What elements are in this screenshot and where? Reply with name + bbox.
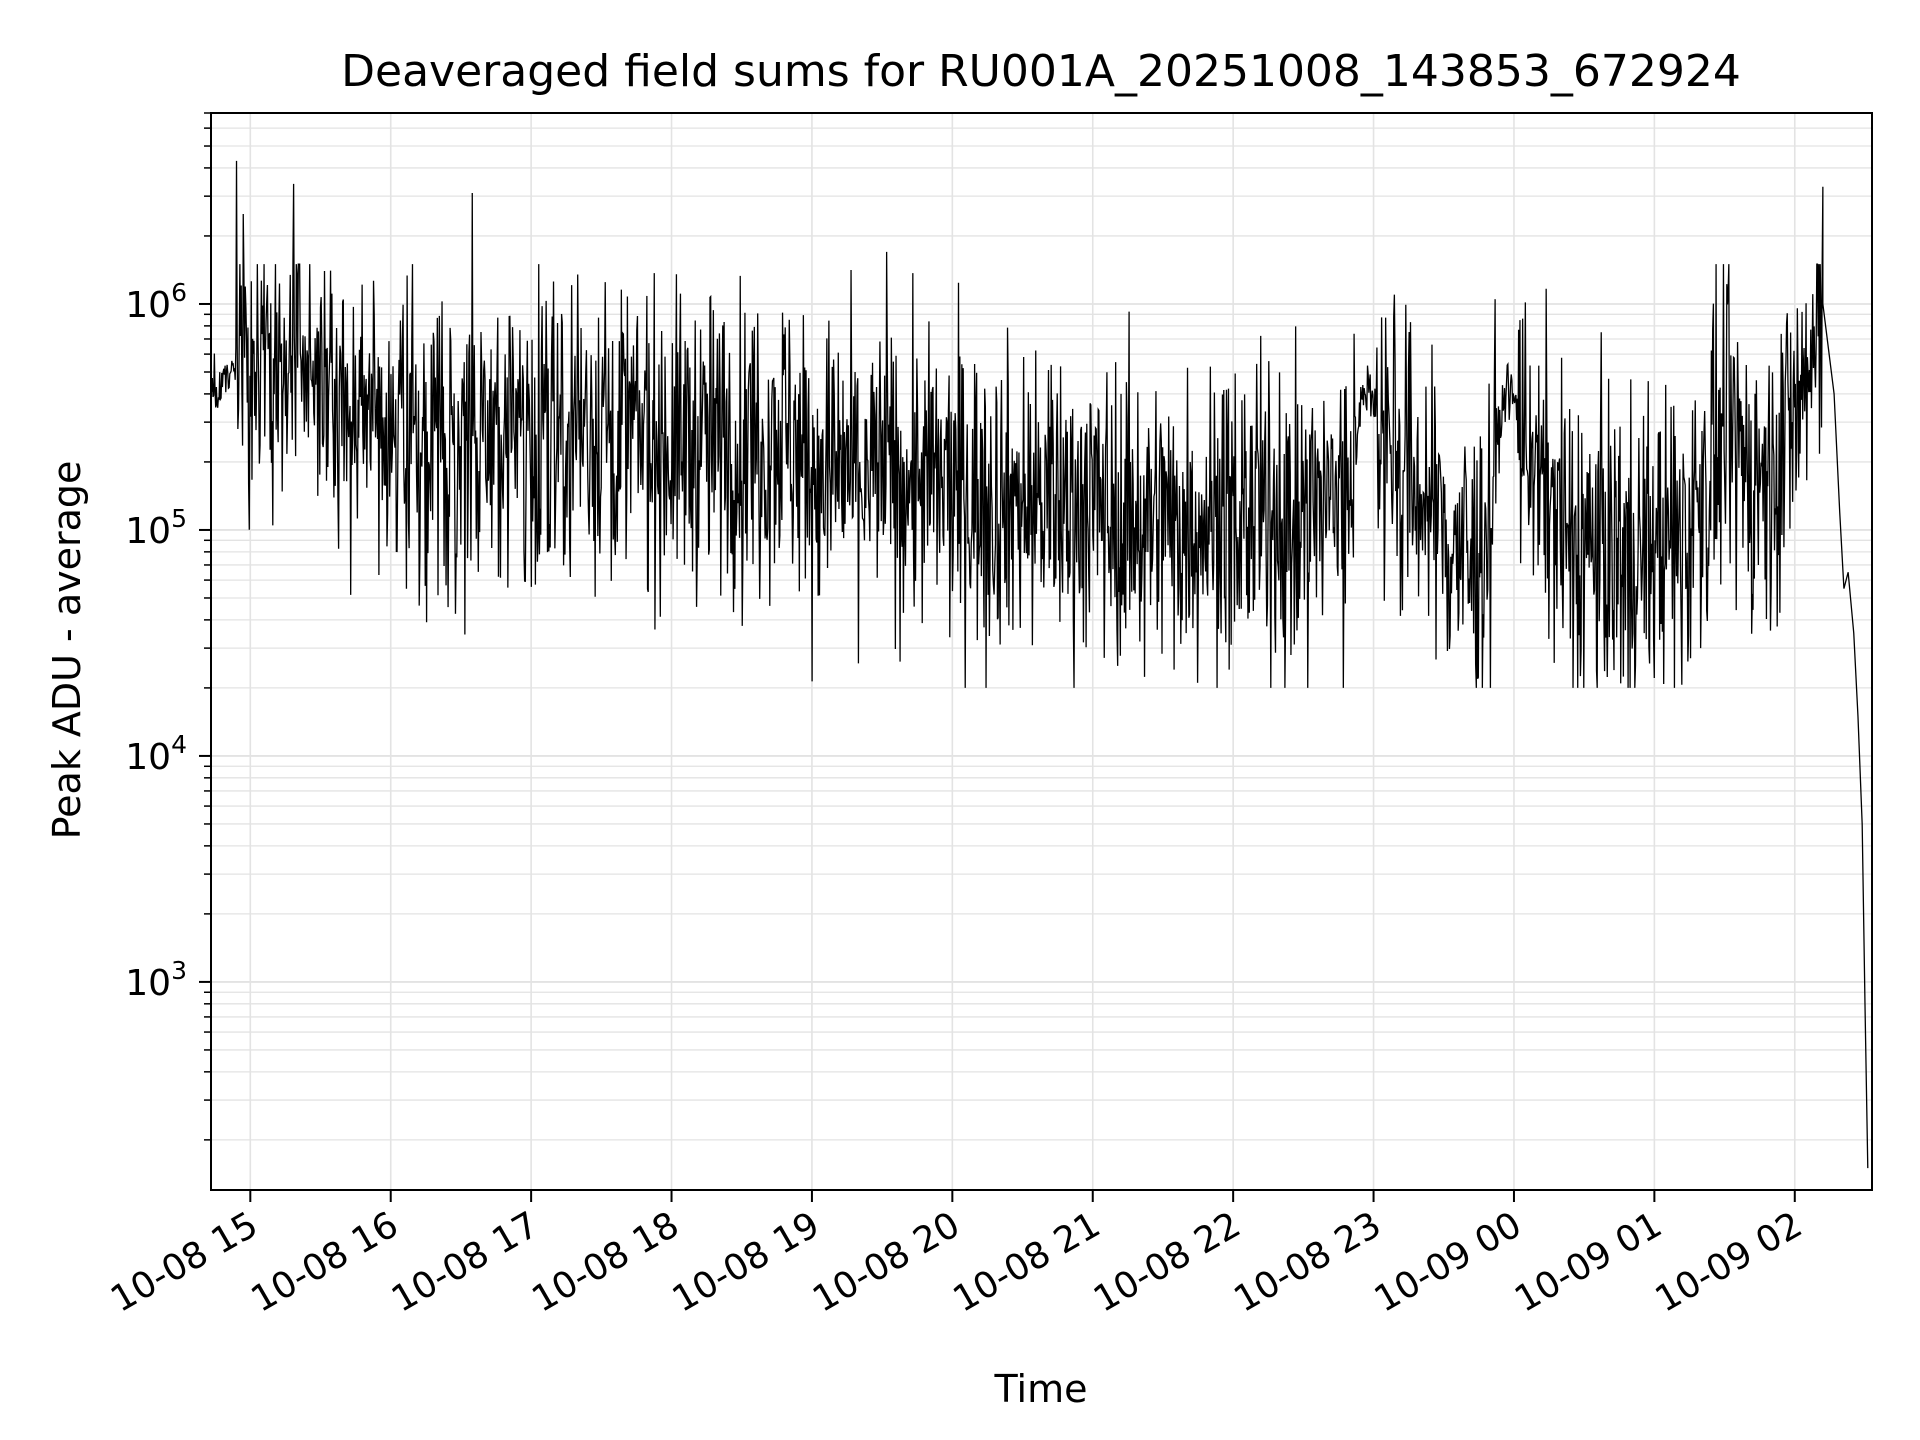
- y-tick-label: 103: [125, 956, 187, 1004]
- y-tick-base: 10: [125, 963, 171, 1004]
- series: [210, 160, 1869, 1169]
- x-axis-label: Time: [994, 1367, 1088, 1411]
- plot-frame: [210, 112, 1873, 1191]
- y-tick-label: 104: [125, 730, 187, 778]
- y-axis-label: Peak ADU - average: [45, 461, 89, 840]
- y-tick-label: 105: [125, 504, 187, 552]
- y-tick-base: 10: [125, 285, 171, 326]
- y-tick-base: 10: [125, 511, 171, 552]
- y-tick-exponent: 3: [171, 956, 187, 985]
- y-tick-exponent: 6: [171, 278, 187, 307]
- chart-title: Deaveraged field sums for RU001A_2025100…: [341, 46, 1741, 97]
- series-line: [210, 160, 1869, 1169]
- y-tick-label: 106: [125, 278, 187, 326]
- y-tick-exponent: 5: [171, 504, 187, 533]
- y-tick-exponent: 4: [171, 730, 187, 759]
- y-tick-base: 10: [125, 737, 171, 778]
